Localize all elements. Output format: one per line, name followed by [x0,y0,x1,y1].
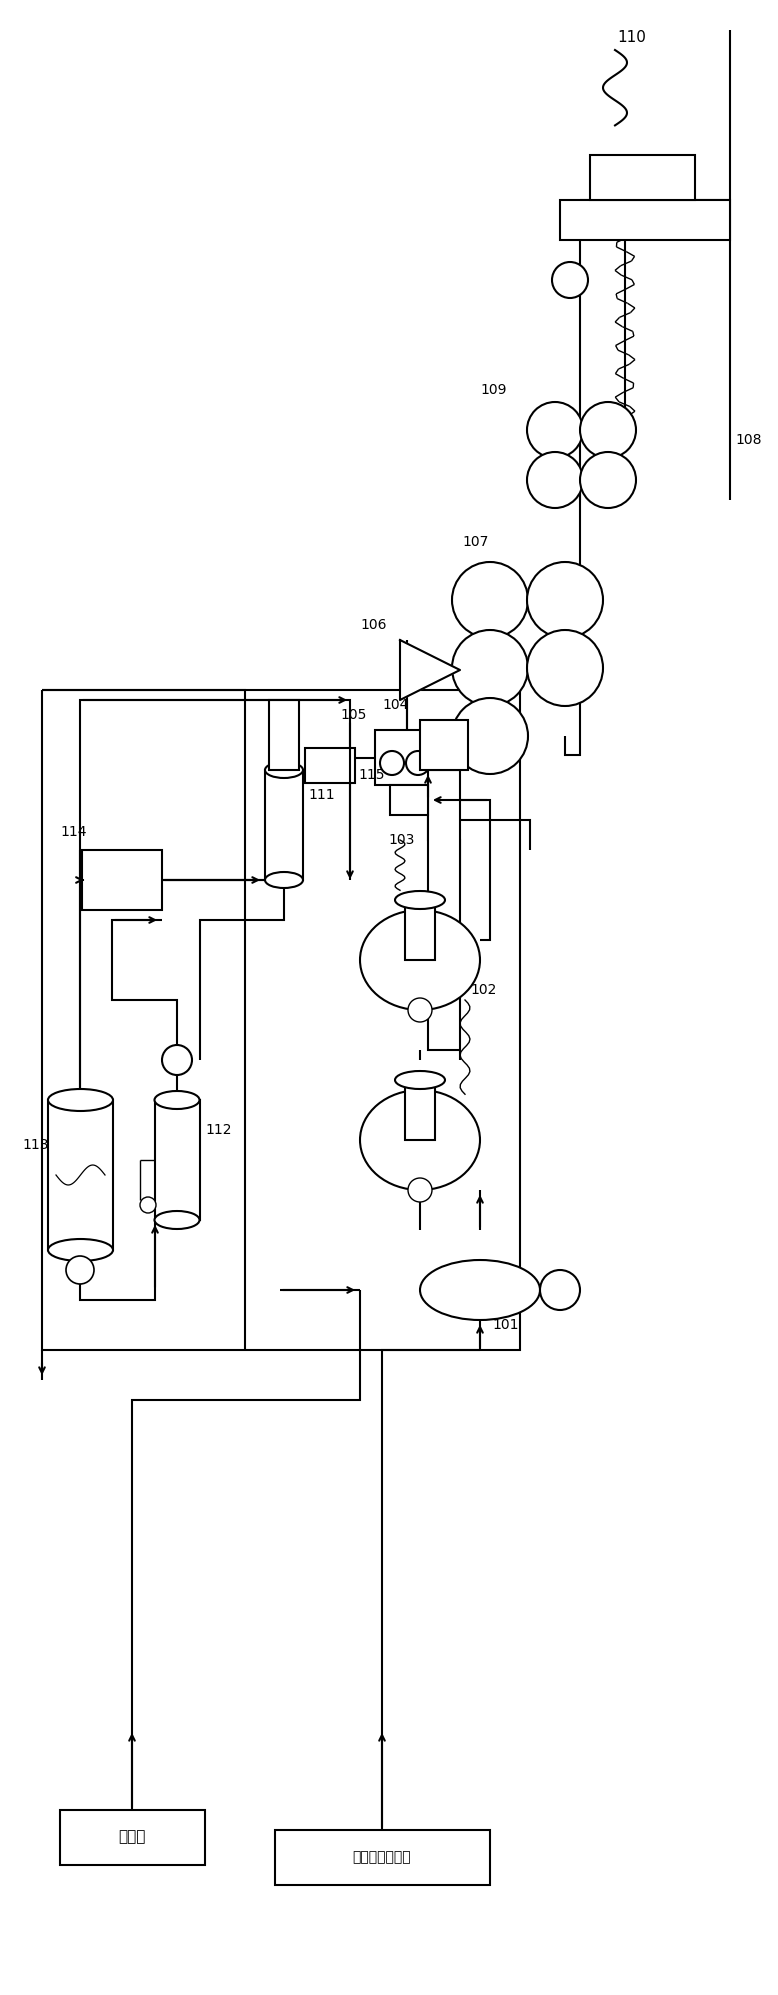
Bar [560,200,730,239]
Circle shape [408,998,432,1021]
Bar [390,784,428,816]
Text: 115: 115 [358,768,384,782]
Ellipse shape [420,1261,540,1321]
Circle shape [452,630,528,706]
Circle shape [527,630,603,706]
Text: 甲基丙烯酸甲酯: 甲基丙烯酸甲酯 [352,1849,412,1863]
Text: 106: 106 [360,618,387,632]
Circle shape [66,1257,94,1285]
Text: 113: 113 [22,1137,48,1151]
Ellipse shape [155,1211,199,1229]
Ellipse shape [155,1091,199,1109]
Ellipse shape [265,872,303,888]
Bar [265,770,303,880]
Circle shape [580,453,636,509]
Text: 苯乙烯: 苯乙烯 [118,1829,145,1845]
Text: 101: 101 [492,1319,518,1333]
Ellipse shape [395,1071,445,1089]
Text: 112: 112 [205,1123,232,1137]
Circle shape [540,1271,580,1311]
Bar [82,850,162,910]
Text: 111: 111 [308,788,335,802]
Circle shape [527,453,583,509]
Circle shape [452,563,528,638]
Circle shape [452,698,528,774]
Bar [405,900,435,960]
Polygon shape [400,640,460,700]
Bar [428,770,460,1049]
Circle shape [527,403,583,459]
Text: 104: 104 [382,698,408,712]
Text: 105: 105 [340,708,366,722]
Circle shape [140,1197,156,1213]
Bar [375,730,440,784]
Ellipse shape [265,762,303,778]
Text: 102: 102 [470,984,496,998]
Text: 107: 107 [462,535,489,549]
Text: 114: 114 [60,826,86,840]
Text: 109: 109 [480,383,506,397]
Ellipse shape [48,1239,113,1261]
Bar [60,1809,205,1865]
Circle shape [380,750,404,774]
Circle shape [580,403,636,459]
Circle shape [552,261,588,297]
Bar [590,156,695,200]
Ellipse shape [48,1089,113,1111]
Bar [275,1829,490,1885]
Ellipse shape [395,892,445,910]
Ellipse shape [360,910,480,1009]
Text: 110: 110 [617,30,646,46]
Text: 108: 108 [735,433,762,447]
Bar [48,1099,113,1251]
Bar [405,1079,435,1139]
Bar [420,720,468,770]
Ellipse shape [162,1045,192,1075]
Ellipse shape [360,1089,480,1189]
Bar [305,748,355,782]
Text: 103: 103 [388,834,415,848]
Bar [155,1099,200,1221]
Circle shape [527,563,603,638]
Bar [269,700,299,770]
Circle shape [406,750,430,774]
Circle shape [408,1177,432,1203]
